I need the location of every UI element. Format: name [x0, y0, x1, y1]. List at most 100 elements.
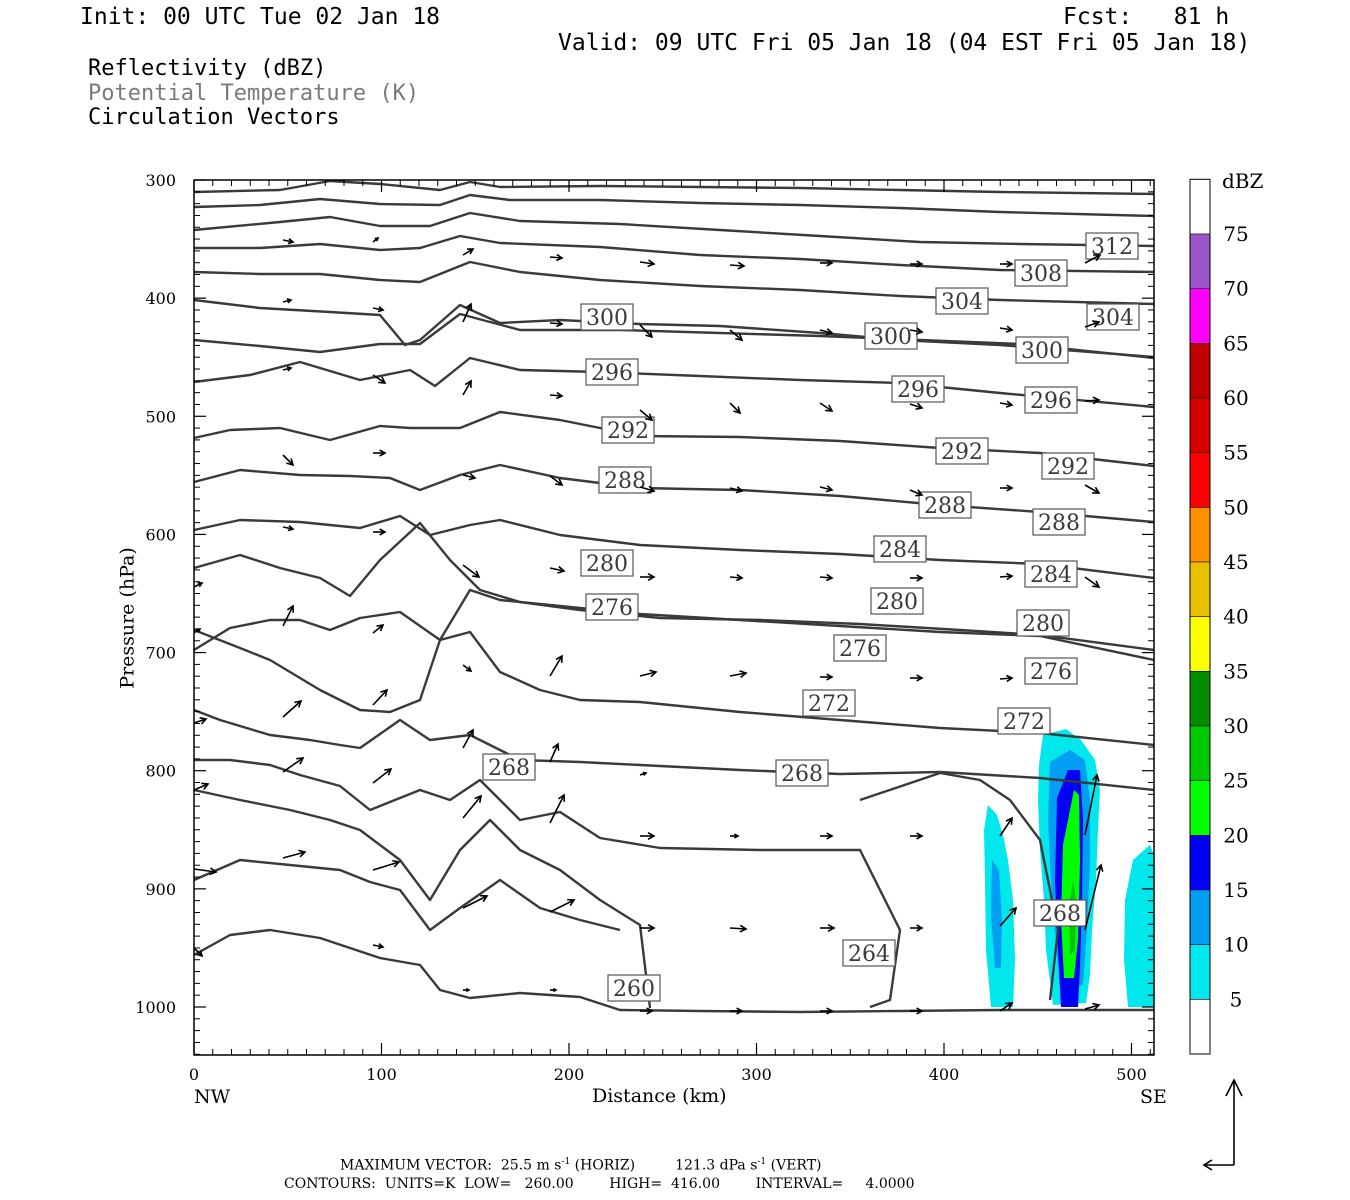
colorbar-swatch — [1190, 999, 1210, 1054]
vector-arrowhead — [286, 298, 293, 304]
vector-arrowhead — [465, 302, 473, 311]
colorbar-swatch — [1190, 616, 1210, 672]
vector-arrowhead — [645, 413, 654, 422]
vector-arrowhead — [1093, 254, 1102, 262]
theta-contour-3 — [193, 211, 1155, 248]
contour-label: 292 — [607, 419, 649, 444]
contour-label-box — [580, 549, 634, 577]
colorbar-label: 65 — [1223, 331, 1248, 355]
vector-arrowhead — [468, 473, 477, 481]
contour-label: 276 — [591, 596, 633, 621]
vector-arrowhead — [197, 582, 204, 588]
vector-arrowhead — [826, 832, 834, 840]
vector-arrowhead — [1005, 400, 1014, 408]
theta-contour-7 — [193, 312, 1155, 360]
contour-label-box — [601, 416, 655, 444]
vector-arrowhead — [1005, 816, 1013, 825]
max-vector-horiz-text: MAXIMUM VECTOR: 25.5 m s — [340, 1157, 562, 1174]
contour-label: 280 — [1022, 612, 1064, 637]
vector-arrowhead — [649, 669, 658, 678]
contour-label-box — [1032, 508, 1086, 536]
x-axis-title: Distance (km) — [592, 1085, 727, 1107]
contour-label-box — [775, 759, 829, 787]
circulation-vector — [1084, 864, 1102, 931]
contour-label: 304 — [1092, 306, 1134, 331]
circulation-vector — [549, 256, 563, 259]
theta-contour-14 — [193, 628, 1155, 747]
vector-arrowhead — [916, 832, 924, 840]
circulation-vector — [549, 475, 563, 486]
colorbar-label: 70 — [1223, 277, 1248, 301]
contour-label-box — [607, 974, 661, 1002]
vector-arrowhead — [1092, 1002, 1101, 1011]
vector-arrowhead — [286, 458, 295, 467]
colorbar-label: 20 — [1223, 823, 1248, 847]
x-tick-label: 200 — [554, 1065, 585, 1084]
vector-arrowhead — [733, 406, 742, 415]
y-tick-label: 1000 — [135, 998, 176, 1017]
circulation-vector — [999, 817, 1013, 837]
contour-label: 272 — [1003, 710, 1045, 735]
reflectivity-cell-c-5dbz — [1124, 845, 1154, 1007]
vector-arrowhead — [379, 449, 387, 457]
vector-arrowhead — [480, 894, 489, 903]
vector-arrowhead — [379, 528, 387, 536]
circulation-vector — [1084, 774, 1098, 836]
vector-arrowhead — [552, 742, 560, 751]
circulation-vector — [1084, 254, 1101, 264]
vector-arrowhead — [827, 923, 836, 933]
vector-arrowhead — [736, 573, 744, 582]
contour-label: 272 — [808, 692, 850, 717]
theta-contour-13 — [193, 588, 1155, 662]
vector-arrowhead — [376, 623, 385, 632]
circulation-vector — [372, 689, 388, 706]
colorbar-label: 30 — [1223, 714, 1248, 738]
circulation-vector — [819, 486, 833, 491]
x-tick-label: 300 — [741, 1065, 772, 1084]
colorbar-swatch — [1190, 507, 1210, 562]
circulation-vector — [282, 700, 302, 718]
vector-arrowhead — [826, 573, 834, 582]
circulation-vector — [193, 718, 207, 724]
vector-arrowhead — [826, 259, 834, 267]
circulation-vector — [819, 576, 833, 579]
colorbar-swatch — [1190, 944, 1210, 1000]
contour-label-box — [864, 322, 918, 350]
circulation-vector — [999, 907, 1017, 927]
theta-contour-1 — [193, 179, 1155, 196]
x-tick-label: 500 — [1116, 1065, 1147, 1084]
circulation-vector — [462, 564, 480, 578]
vector-arrowhead — [466, 248, 475, 255]
vector-arrowhead — [645, 330, 654, 339]
vector-arrowhead — [826, 673, 834, 681]
circulation-vector — [549, 794, 565, 824]
circulation-vector — [282, 454, 294, 466]
x-axis-left-end-label: NW — [194, 1086, 231, 1108]
contour-label-box — [935, 287, 989, 315]
vector-arrowhead — [287, 238, 295, 245]
colorbar-swatch — [1190, 725, 1210, 781]
circulation-vector — [549, 899, 575, 913]
contour-label-box — [585, 358, 639, 386]
colorbar-label: 10 — [1223, 933, 1248, 957]
circulation-vector — [999, 1002, 1013, 1012]
vector-arrowhead — [380, 688, 389, 697]
x-tick-label: 0 — [189, 1065, 199, 1084]
theta-contour-19 — [193, 928, 1154, 1014]
max-vector-vert-text: (HORIZ) 121.3 dPa s — [570, 1157, 758, 1174]
colorbar-label: 45 — [1223, 550, 1248, 574]
contour-label-box — [1024, 657, 1078, 685]
vector-arrowhead — [1005, 325, 1014, 333]
contour-label: 300 — [586, 306, 628, 331]
colorbar-label: 40 — [1223, 605, 1248, 629]
vector-arrowhead — [472, 570, 481, 578]
vector-arrowhead — [287, 525, 295, 532]
colorbar-label: 75 — [1223, 222, 1248, 246]
legend-reflectivity: Reflectivity (dBZ) — [88, 56, 327, 81]
circulation-vector — [549, 743, 559, 763]
vector-arrowhead — [392, 859, 401, 868]
contour-label-box — [1024, 386, 1078, 414]
vector-arrowhead — [916, 260, 924, 268]
vector-arrowhead — [555, 478, 564, 486]
contour-label-box — [891, 375, 945, 403]
